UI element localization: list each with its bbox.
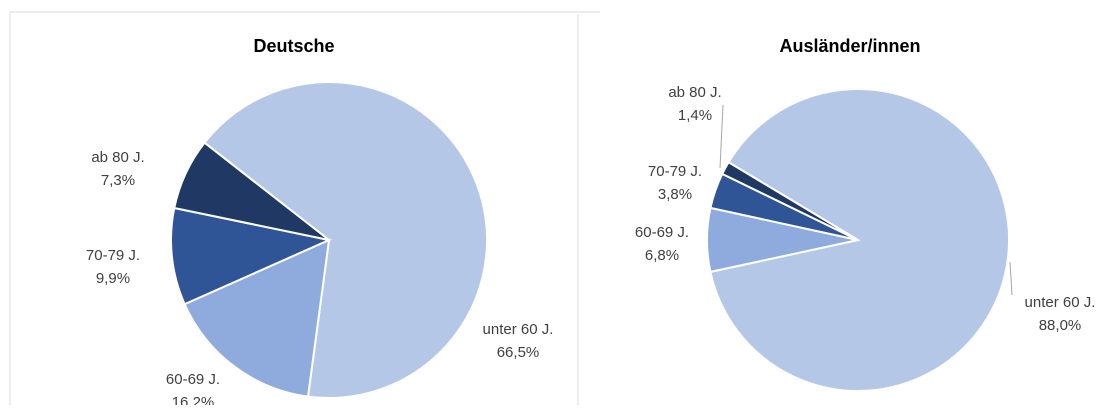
chart-title: Deutsche	[253, 36, 334, 56]
slice-label: unter 60 J.	[483, 321, 554, 338]
pie-slice	[203, 81, 488, 399]
pie-slice	[709, 88, 1010, 392]
slice-value: 88,0%	[1039, 317, 1082, 334]
slice-label: ab 80 J.	[91, 149, 144, 166]
slice-value: 66,5%	[497, 344, 540, 361]
chart-title: Ausländer/innen	[779, 36, 920, 56]
slice-label: 70-79 J.	[86, 247, 140, 264]
slice-label: 60-69 J.	[166, 371, 220, 388]
slice-label: 70-79 J.	[648, 163, 702, 180]
leader-line	[719, 104, 724, 169]
pie-slice	[720, 160, 859, 241]
pie-slice	[173, 141, 330, 241]
pie-slice	[183, 238, 331, 398]
slice-value: 6,8%	[645, 247, 679, 264]
slice-value: 3,8%	[658, 186, 692, 203]
slice-value: 7,3%	[101, 172, 135, 189]
slice-value: 1,4%	[678, 107, 712, 124]
slice-label: 60-69 J.	[635, 224, 689, 241]
slice-label: ab 80 J.	[668, 84, 721, 101]
slice-value: 16,2%	[172, 394, 215, 405]
leader-line	[1009, 261, 1013, 296]
slice-label: unter 60 J.	[1025, 294, 1096, 311]
slice-value: 9,9%	[96, 270, 130, 287]
